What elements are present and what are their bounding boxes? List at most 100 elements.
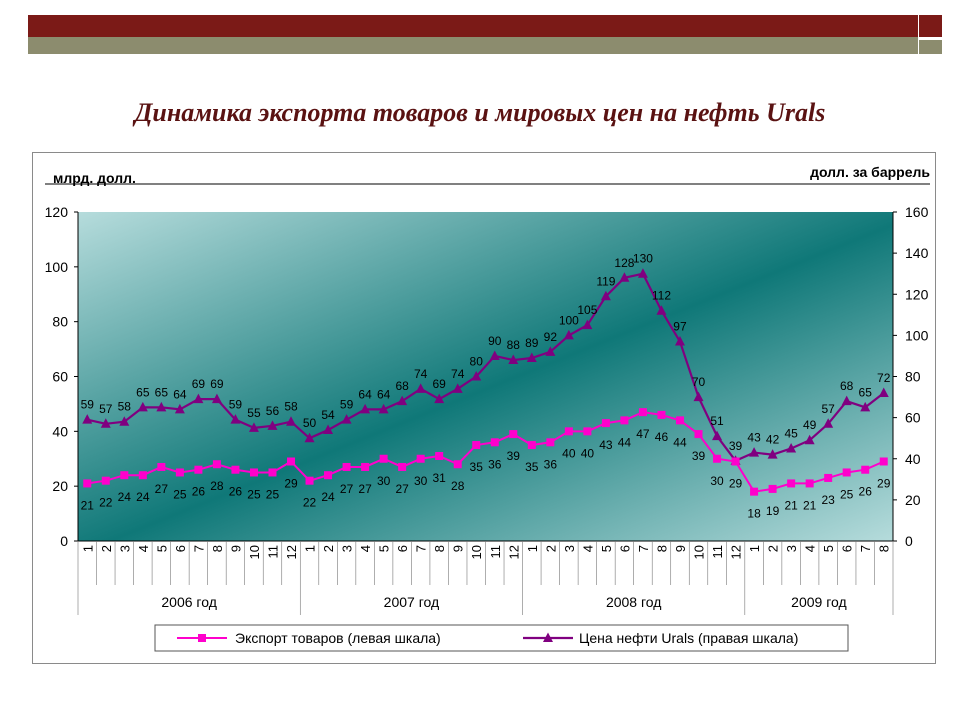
export-data-label: 40 [562, 446, 576, 460]
oil-price-data-label: 51 [710, 414, 724, 428]
right-tick-label: 160 [905, 204, 929, 220]
export-data-label: 24 [136, 490, 150, 504]
export-marker [842, 468, 851, 477]
export-data-label: 31 [433, 471, 447, 485]
oil-price-marker [341, 414, 352, 424]
export-data-label: 25 [266, 487, 280, 501]
oil-price-marker [174, 403, 185, 414]
left-tick-label: 60 [52, 369, 68, 385]
export-marker [546, 438, 555, 447]
export-data-label: 24 [321, 490, 335, 504]
left-tick-label: 40 [52, 423, 68, 439]
export-marker [101, 476, 110, 485]
export-data-label: 35 [470, 460, 484, 474]
month-label: 1 [525, 545, 540, 552]
month-label: 2 [321, 545, 336, 552]
export-data-label: 26 [229, 485, 243, 499]
oil-price-marker [582, 319, 593, 330]
oil-price-marker [804, 434, 815, 445]
oil-price-data-label: 80 [470, 355, 484, 369]
export-data-label: 39 [692, 449, 706, 463]
month-label: 11 [265, 545, 280, 559]
oil-price-data-label: 64 [377, 387, 391, 401]
header-bar [28, 15, 918, 37]
oil-price-marker [749, 447, 760, 457]
left-tick-label: 120 [45, 204, 69, 220]
export-data-label: 44 [618, 435, 632, 449]
oil-price-data-label: 69 [192, 377, 206, 391]
oil-price-data-label: 58 [284, 400, 298, 414]
oil-price-marker [248, 422, 259, 432]
export-marker [249, 468, 258, 477]
export-data-label: 21 [81, 498, 95, 512]
export-data-label: 29 [877, 476, 891, 490]
month-label: 4 [136, 545, 151, 552]
oil-price-data-label: 105 [577, 303, 597, 317]
month-label: 4 [803, 545, 818, 552]
oil-price-data-label: 59 [81, 398, 95, 412]
oil-price-data-label: 92 [544, 330, 558, 344]
export-data-label: 27 [358, 482, 372, 496]
export-data-label: 36 [488, 457, 502, 471]
header-square-accent [919, 40, 942, 54]
oil-price-data-label: 57 [99, 402, 113, 416]
export-marker [824, 473, 833, 482]
left-tick-label: 100 [45, 259, 69, 275]
oil-price-data-label: 112 [652, 289, 671, 303]
right-tick-label: 140 [905, 245, 929, 261]
month-label: 10 [247, 545, 262, 559]
month-label: 7 [858, 545, 873, 552]
export-data-label: 18 [747, 507, 761, 521]
right-tick-label: 0 [905, 533, 913, 549]
export-marker [194, 465, 203, 474]
export-data-label: 30 [414, 474, 428, 488]
oil-price-marker [508, 354, 519, 365]
export-data-label: 35 [525, 460, 539, 474]
export-data-label: 43 [599, 438, 613, 452]
oil-price-marker [860, 401, 871, 412]
export-data-label: 27 [340, 482, 354, 496]
right-tick-label: 80 [905, 369, 921, 385]
oil-price-data-label: 74 [414, 367, 428, 381]
month-label: 11 [710, 545, 725, 559]
oil-price-marker [878, 387, 889, 397]
oil-price-marker [230, 414, 241, 424]
right-tick-label: 100 [905, 327, 929, 343]
oil-price-data-label: 59 [340, 398, 354, 412]
month-label: 7 [414, 545, 429, 552]
export-data-label: 30 [710, 474, 724, 488]
oil-price-marker [211, 393, 222, 404]
oil-price-marker [193, 393, 204, 404]
plot-area [78, 212, 893, 541]
header-square [919, 15, 942, 37]
oil-price-marker [656, 305, 667, 315]
oil-price-marker [82, 414, 93, 424]
right-axis-title: долл. за баррель [810, 164, 930, 180]
month-label: 8 [210, 545, 225, 552]
export-data-label: 47 [636, 427, 650, 441]
left-tick-label: 80 [52, 314, 68, 330]
month-label: 5 [154, 545, 169, 552]
export-data-label: 22 [303, 496, 317, 510]
export-data-label: 26 [859, 485, 873, 499]
export-data-label: 39 [507, 449, 521, 463]
chart: млрд. долл. долл. за баррель0204060801001… [45, 164, 930, 652]
oil-price-data-label: 65 [859, 385, 873, 399]
oil-price-data-label: 119 [596, 274, 615, 288]
export-marker [768, 484, 777, 493]
export-marker [731, 457, 740, 466]
export-data-label: 26 [192, 485, 206, 499]
oil-price-marker [823, 418, 834, 428]
export-marker [268, 468, 277, 477]
export-data-label: 24 [118, 490, 132, 504]
month-label: 12 [284, 545, 299, 559]
export-data-label: 46 [655, 430, 669, 444]
oil-price-marker [563, 329, 574, 340]
export-marker [564, 427, 573, 436]
month-label: 6 [395, 545, 410, 552]
export-data-label: 30 [377, 474, 391, 488]
export-marker [638, 408, 647, 417]
export-data-label: 21 [803, 498, 817, 512]
oil-price-marker [378, 403, 389, 414]
export-marker [472, 441, 481, 450]
